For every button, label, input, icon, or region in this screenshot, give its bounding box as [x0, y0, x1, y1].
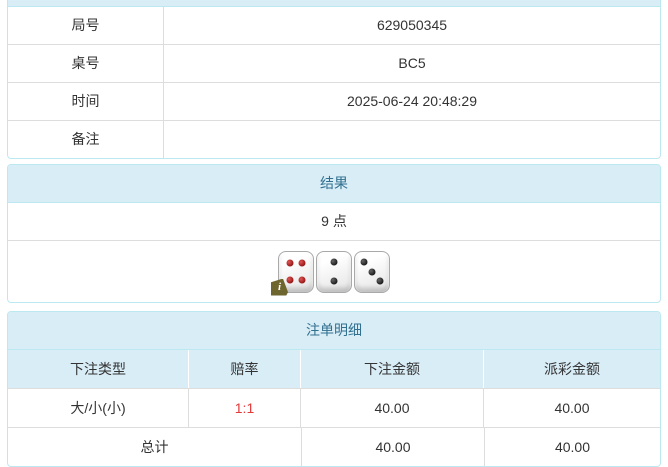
die-pip — [298, 276, 306, 284]
col-header-bet-amount: 下注金额 — [300, 350, 483, 388]
die-pip — [376, 277, 384, 285]
total-row: 总计 40.00 40.00 — [8, 427, 660, 466]
die-3-icon — [354, 250, 390, 293]
game-info-panel: 局号 629050345 桌号 BC5 时间 2025-06-24 20:48:… — [7, 0, 661, 159]
info-value — [164, 121, 660, 158]
info-value: 629050345 — [376, 17, 448, 33]
result-panel: 结果 9 点 i — [7, 164, 661, 303]
info-badge-icon[interactable]: i — [271, 278, 288, 296]
die-pip — [360, 258, 368, 266]
total-payout-amount: 40.00 — [484, 428, 660, 466]
die-pip — [330, 258, 338, 266]
info-row-table-number: 桌号 BC5 — [8, 44, 660, 82]
info-label: 备注 — [8, 121, 164, 158]
die-1-icon: i — [271, 250, 314, 296]
total-label: 总计 — [140, 439, 169, 455]
die-pip — [368, 268, 376, 275]
die-pip — [286, 276, 294, 284]
col-header-payout-amount: 派彩金额 — [483, 350, 660, 388]
info-row-time: 时间 2025-06-24 20:48:29 — [8, 82, 660, 120]
die-pip — [298, 259, 306, 267]
info-label: 桌号 — [8, 45, 164, 82]
result-panel-title: 结果 — [8, 165, 660, 203]
total-bet-amount: 40.00 — [301, 428, 484, 466]
bet-details-title: 注单明细 — [8, 312, 660, 350]
col-header-odds: 赔率 — [188, 350, 300, 388]
bet-odds: 1:1 — [188, 389, 300, 427]
result-points: 9 点 — [8, 203, 660, 241]
info-value: 2025-06-24 20:48:29 — [347, 93, 477, 109]
die-2-icon — [316, 250, 352, 293]
die-pip — [286, 259, 294, 267]
info-row-game-number: 局号 629050345 — [8, 7, 660, 44]
bet-row: 大/小(小) 1:1 40.00 40.00 — [8, 388, 660, 427]
cropped-panel-heading — [8, 0, 660, 7]
info-row-remark: 备注 — [8, 120, 660, 158]
bet-amount: 40.00 — [300, 389, 483, 427]
bet-type: 大/小(小) — [70, 400, 126, 416]
bet-table-header: 下注类型 赔率 下注金额 派彩金额 — [8, 350, 660, 388]
info-label: 时间 — [8, 83, 164, 120]
info-label: 局号 — [8, 7, 164, 44]
die-pip — [330, 277, 338, 285]
col-header-bet-type: 下注类型 — [70, 361, 126, 377]
payout-amount: 40.00 — [483, 389, 660, 427]
bet-details-panel: 注单明细 下注类型 赔率 下注金额 派彩金额 大/小(小) 1:1 40.00 … — [7, 311, 661, 467]
info-value: BC5 — [398, 55, 426, 71]
dice-row: i — [8, 241, 660, 302]
